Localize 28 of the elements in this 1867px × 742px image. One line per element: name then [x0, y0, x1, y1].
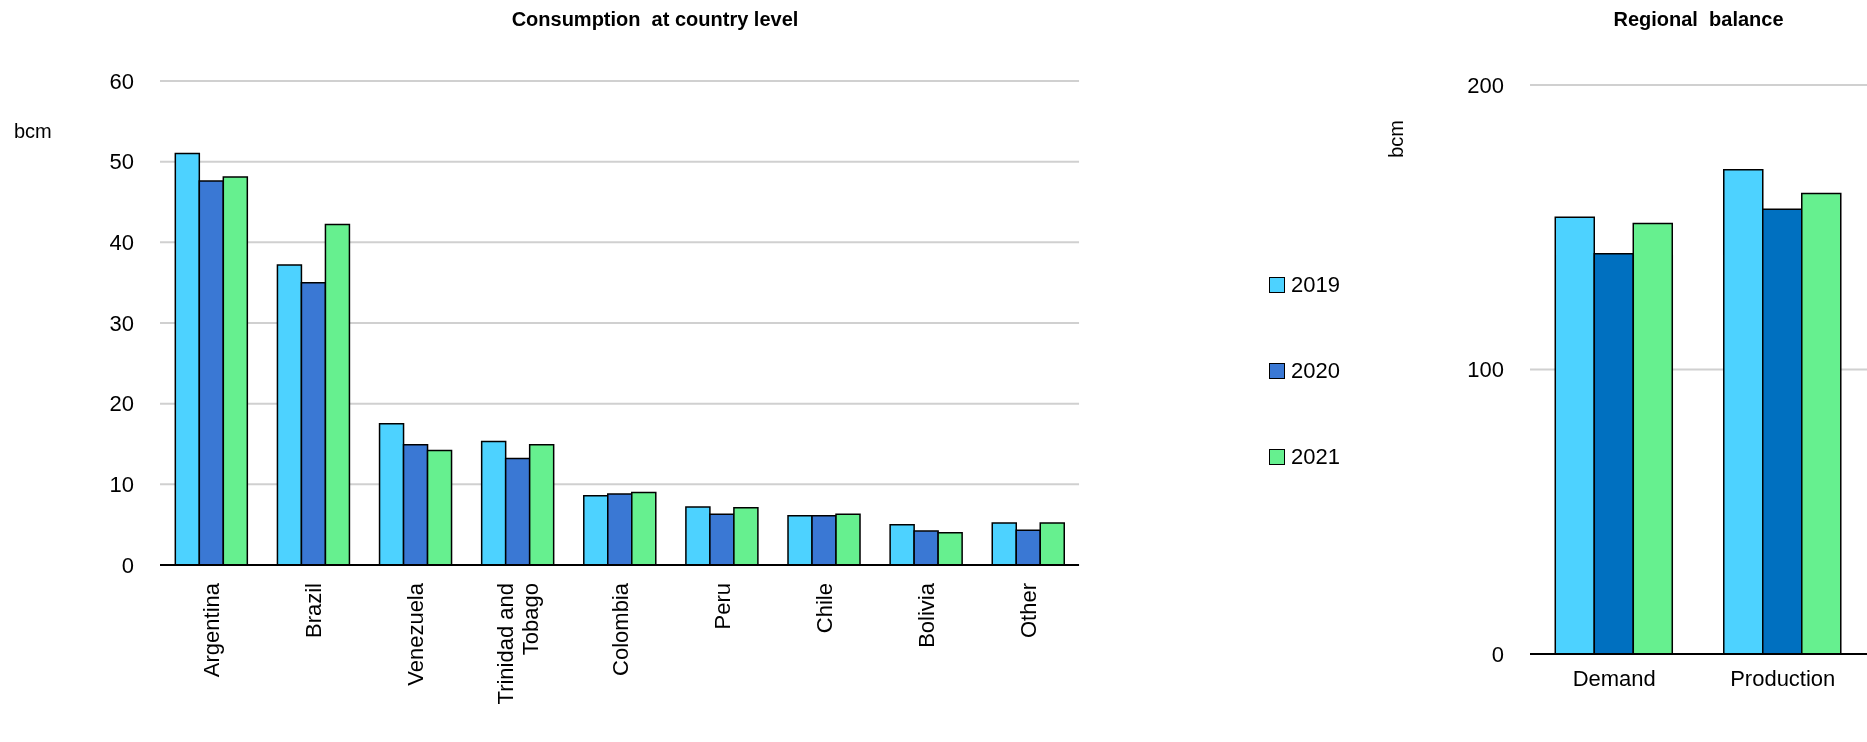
- y-tick-label: 30: [109, 310, 134, 336]
- y-tick-label: 0: [121, 552, 134, 578]
- x-tick-label: Production: [1730, 666, 1836, 691]
- x-tick-label: Trinidad and Tobago: [493, 583, 544, 705]
- x-tick-label: Peru: [709, 583, 735, 630]
- x-tick-label: Chile: [811, 583, 837, 634]
- x-tick-label: Other: [1015, 583, 1041, 639]
- chart-title: Regional balance: [1612, 8, 1785, 31]
- legend-label: 2021: [1291, 444, 1340, 470]
- y-tick-label: 0: [1491, 641, 1504, 667]
- x-tick-label: Bolivia: [913, 582, 939, 648]
- y-tick-label: 100: [1467, 357, 1504, 383]
- y-tick-label: 10: [109, 472, 134, 498]
- y-tick-label: 40: [109, 230, 134, 256]
- y-axis-title: bcm: [14, 120, 52, 143]
- x-tick-label: Brazil: [301, 583, 327, 639]
- x-tick-label: Colombia: [607, 582, 633, 676]
- y-axis-title: bcm: [1385, 120, 1408, 158]
- legend-label: 2020: [1291, 358, 1340, 384]
- y-tick-label: 200: [1467, 72, 1504, 98]
- x-tick-label: Venezuela: [403, 582, 429, 686]
- y-tick-label: 50: [109, 149, 134, 175]
- chart-title: Consumption at country level: [510, 8, 800, 31]
- x-tick-label: Argentina: [199, 582, 225, 678]
- x-tick-label: Demand: [1572, 666, 1656, 691]
- legend-label: 2019: [1291, 272, 1340, 298]
- y-tick-label: 60: [109, 68, 134, 94]
- y-tick-label: 20: [109, 391, 134, 417]
